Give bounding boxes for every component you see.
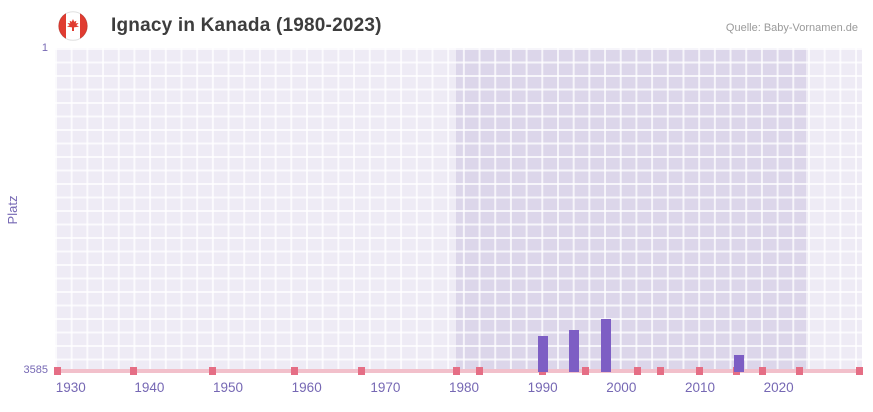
baseline-marker (208, 367, 216, 375)
x-tick-label: 2000 (606, 380, 637, 395)
baseline-marker (759, 367, 767, 375)
x-tick-label: 1980 (448, 380, 480, 395)
rank-bar (569, 329, 580, 372)
chart-title: Ignacy in Kanada (1980-2023) (111, 15, 382, 36)
y-axis-title: Platz (4, 195, 20, 225)
source-attribution: Quelle: Baby-Vornamen.de (725, 22, 858, 34)
x-axis-labels: 1930 1940 1950 1960 1970 1980 1990 2000 2010 2020 (55, 380, 862, 402)
baseline-marker (358, 367, 366, 375)
baseline-marker (657, 367, 665, 375)
y-tick-min: 3585 (23, 364, 48, 376)
faded-range-overlay (806, 48, 862, 372)
rank-bar (734, 354, 745, 372)
x-tick-label: 1940 (134, 380, 165, 395)
y-tick-max: 1 (41, 42, 48, 54)
baseline-marker (796, 367, 804, 375)
baseline-marker (291, 367, 299, 375)
baseline-marker (476, 367, 484, 375)
plot-area (53, 48, 864, 375)
x-tick-label: 1930 (55, 380, 86, 395)
baseline-marker (53, 367, 61, 375)
x-tick-label: 1950 (213, 380, 244, 395)
x-tick-label: 1990 (527, 380, 558, 395)
baseline-marker (582, 367, 590, 375)
x-tick-label: 2010 (684, 380, 715, 395)
baseline-marker (856, 367, 864, 375)
x-tick-label: 2020 (763, 380, 794, 395)
chart-header: Ignacy in Kanada (1980-2023) Quelle: Bab… (58, 8, 858, 44)
faded-range-overlay (55, 48, 457, 372)
rank-bar (537, 335, 548, 372)
baseline-marker (130, 367, 138, 375)
baseline-marker (633, 367, 641, 375)
x-tick-label: 1970 (370, 380, 401, 395)
baseline-marker (452, 367, 460, 375)
canada-flag-icon (58, 11, 88, 41)
x-tick-label: 1960 (291, 380, 322, 395)
rank-bar (600, 318, 611, 372)
baseline-marker (696, 367, 704, 375)
